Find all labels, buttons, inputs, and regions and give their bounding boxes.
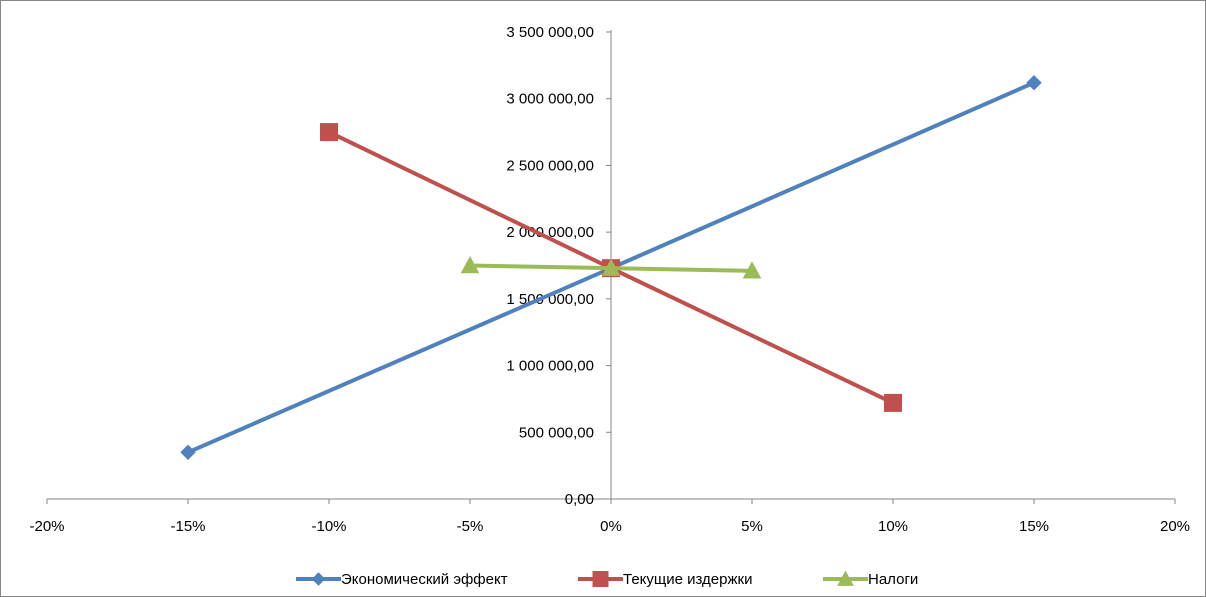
y-tick-label: 0,00 [565, 491, 594, 508]
x-tick-label: 10% [878, 518, 908, 535]
x-tick-label: -15% [170, 518, 205, 535]
data-point [321, 124, 338, 141]
x-tick-label: 15% [1019, 518, 1049, 535]
legend-item: Текущие издержки [578, 571, 752, 588]
x-tick-label: -5% [457, 518, 484, 535]
y-tick-label: 500 000,00 [519, 424, 594, 441]
legend-label: Экономический эффект [341, 571, 508, 588]
x-tick-label: 5% [741, 518, 763, 535]
y-tick-label: 2 500 000,00 [506, 157, 594, 174]
data-point [885, 394, 902, 411]
y-tick-label: 3 500 000,00 [506, 24, 594, 41]
legend-label: Текущие издержки [623, 571, 752, 588]
y-tick-label: 3 000 000,00 [506, 91, 594, 108]
legend-marker [593, 572, 608, 587]
x-tick-label: 20% [1160, 518, 1190, 535]
x-tick-label: 0% [600, 518, 622, 535]
legend-label: Налоги [868, 571, 918, 588]
y-tick-label: 1 000 000,00 [506, 358, 594, 375]
x-tick-label: -20% [29, 518, 64, 535]
x-tick-label: -10% [311, 518, 346, 535]
